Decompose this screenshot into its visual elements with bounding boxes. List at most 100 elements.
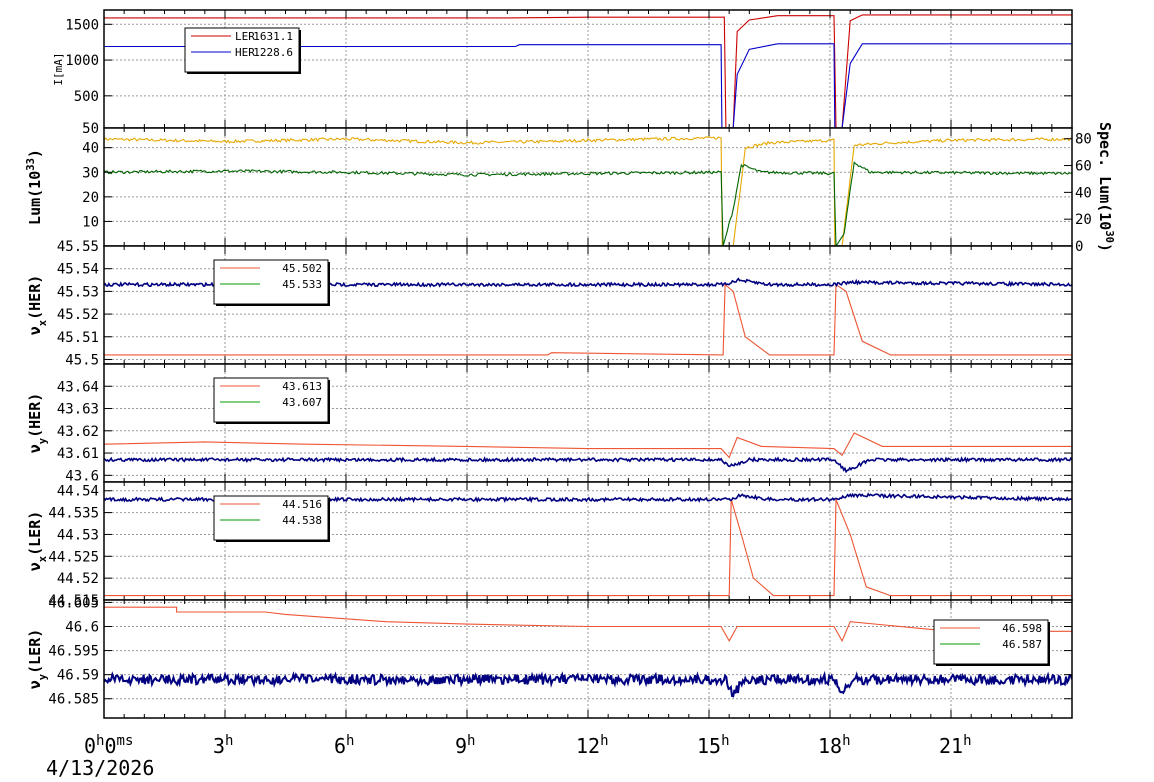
series-group <box>104 136 1072 246</box>
y-tick-label: 45.54 <box>57 262 99 278</box>
legend-box <box>184 27 300 73</box>
tick-number: 0 <box>84 734 96 758</box>
legend-value: 45.533 <box>282 278 322 291</box>
x-tick-label: 0h0ms <box>84 733 133 758</box>
legend-value: 44.538 <box>282 514 322 527</box>
tick-number: 21 <box>939 734 963 758</box>
tick-unit: h <box>96 733 104 749</box>
legend-value: 1228.6 <box>253 46 293 59</box>
series-spec-lum <box>104 136 1072 246</box>
y-tick-label: 45.51 <box>57 330 99 346</box>
tick-unit: h <box>600 733 608 749</box>
tick-number: 6 <box>334 734 346 758</box>
y-tick-label: 46.595 <box>48 644 99 660</box>
y-tick-label: 44.53 <box>57 527 99 543</box>
tick-number: 9 <box>455 734 467 758</box>
label-part: (LER) <box>26 629 44 674</box>
y2-tick-label: 40 <box>1075 185 1092 201</box>
series-group <box>104 432 1072 474</box>
y-tick-label: 45.55 <box>57 239 99 255</box>
series-measured <box>104 670 1072 698</box>
legend: 43.613 43.607 <box>213 377 330 424</box>
y-tick-label: 44.52 <box>57 571 99 587</box>
legend: 45.502 45.533 <box>213 259 330 306</box>
series-set <box>104 499 1072 597</box>
legend-name: LER <box>235 30 255 43</box>
y-tick-label: 46.6 <box>65 619 99 635</box>
series-group <box>104 606 1072 698</box>
tick-number: 18 <box>818 734 842 758</box>
legend-box <box>213 259 329 305</box>
tick-unit: h <box>721 733 729 749</box>
y-tick-label: 1000 <box>65 53 99 69</box>
label-part: x <box>37 319 49 326</box>
y-tick-label: 1500 <box>65 17 99 33</box>
tick-number: 3 <box>213 734 225 758</box>
y-tick-label: 500 <box>74 89 99 105</box>
panel-nuy_her: 43.643.6143.6243.6343.64νy(HER)43.61343.… <box>26 363 1073 484</box>
series-lum <box>104 161 1072 246</box>
tick-unit: h <box>346 733 354 749</box>
label-part: (LER) <box>26 511 44 556</box>
series-measured <box>104 456 1072 474</box>
label-part: ν <box>26 680 44 689</box>
y-tick-label: 43.6 <box>65 468 99 484</box>
y-tick-label: 44.525 <box>48 549 99 565</box>
tick-unit: h <box>225 733 233 749</box>
y-tick-label: 43.61 <box>57 446 99 462</box>
y-axis-label: νy(LER) <box>26 629 49 690</box>
y-axis-label: Lum(1033) <box>25 149 44 225</box>
y2-tick-label: 60 <box>1075 159 1092 175</box>
legend-value: 45.502 <box>282 262 322 275</box>
legend-value: 46.598 <box>1002 622 1042 635</box>
tick-unit: h <box>467 733 475 749</box>
tick-number: 12 <box>576 734 600 758</box>
x-tick-label: 12h <box>576 733 609 758</box>
y-tick-label: 46.59 <box>57 668 99 684</box>
legend-value: 44.516 <box>282 498 322 511</box>
y-tick-label: 45.53 <box>57 284 99 300</box>
label-part: (HER) <box>26 275 44 320</box>
tick-unit: m <box>117 733 125 749</box>
y-tick-label: 40 <box>82 141 99 157</box>
label-part: y <box>37 673 49 680</box>
legend-value: 43.613 <box>282 380 322 393</box>
y-tick-label: 44.515 <box>48 593 99 609</box>
y-tick-label: 45.52 <box>57 307 99 323</box>
y-tick-label: 46.585 <box>48 692 99 708</box>
label-part: 30 <box>1103 230 1115 243</box>
panel-nux_ler: 44.515 44.52 44.525 44.53 44.535 44.54 νx(LER)… <box>26 481 1073 609</box>
y-tick-label: 43.62 <box>57 424 99 440</box>
x-tick-label: 9h <box>455 733 475 758</box>
y2-axis-label: Spec. Lum(1030) <box>1096 122 1115 252</box>
label-part: Lum(10 <box>26 171 44 225</box>
tick-unit: h <box>842 733 850 749</box>
tick-unit: h <box>963 733 971 749</box>
y-tick-label: 44.54 <box>57 484 99 500</box>
label-part: ν <box>26 444 44 453</box>
date-label: 4/13/2026 <box>46 756 154 780</box>
y-tick-label: 43.64 <box>57 379 99 395</box>
label-part: y <box>37 437 49 444</box>
y-tick-label: 10 <box>82 214 99 230</box>
y-tick-label: 46.605 <box>48 595 99 611</box>
legend-box <box>213 377 329 423</box>
label-part: Spec. Lum(10 <box>1096 122 1114 230</box>
y2-tick-label: 0 <box>1075 239 1083 255</box>
y-axis-label: νx(HER) <box>26 275 49 336</box>
series-set <box>104 283 1072 356</box>
y-tick-label: 45.5 <box>65 352 99 368</box>
y-axis-label: νx(LER) <box>26 511 49 572</box>
y2-tick-label: 20 <box>1075 212 1092 228</box>
y2-tick-label: 80 <box>1075 132 1092 148</box>
label-part: 33 <box>25 158 37 171</box>
label-part: x <box>37 555 49 562</box>
series-group <box>104 14 1072 128</box>
tick-number: 0 <box>104 734 116 758</box>
label-part: ν <box>26 562 44 571</box>
legend-value: 43.607 <box>282 396 322 409</box>
